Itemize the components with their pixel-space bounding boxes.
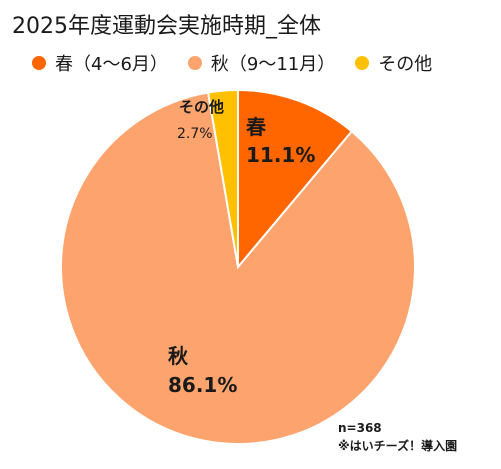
slice-label-other: その他 (179, 98, 224, 116)
slice-label-spring: 春 (245, 115, 267, 139)
pie-slice-autumn (60, 91, 416, 445)
pie-slice-other (206, 88, 239, 268)
slice-value-autumn: 86.1% (168, 373, 237, 397)
legend-label-spring: 春（4〜6月） (55, 54, 168, 75)
chart-legend: 春（4〜6月） 秋（9〜11月） その他 (32, 50, 452, 76)
legend-label-autumn: 秋（9〜11月） (210, 54, 336, 75)
legend-swatch-other (355, 56, 370, 70)
slice-label-autumn: 秋 (168, 344, 189, 368)
legend-item-spring: 春（4〜6月） (32, 50, 168, 76)
legend-item-other: その他 (355, 50, 432, 76)
chart-title: 2025年度運動会実施時期_全体 (12, 14, 321, 39)
pie-slices (60, 88, 416, 445)
pie-slice-spring (237, 88, 354, 270)
chart-footer: n=368 ※はいチーズ！導入園 (338, 419, 457, 455)
sample-size: n=368 (338, 421, 382, 435)
slice-value-other: 2.7% (177, 126, 213, 142)
legend-swatch-spring (32, 56, 46, 70)
legend-item-autumn: 秋（9〜11月） (187, 50, 336, 76)
legend-swatch-autumn (187, 56, 202, 70)
legend-label-other: その他 (378, 54, 433, 75)
slice-value-spring: 11.1% (246, 143, 315, 167)
source-note: ※はいチーズ！導入園 (338, 439, 458, 453)
